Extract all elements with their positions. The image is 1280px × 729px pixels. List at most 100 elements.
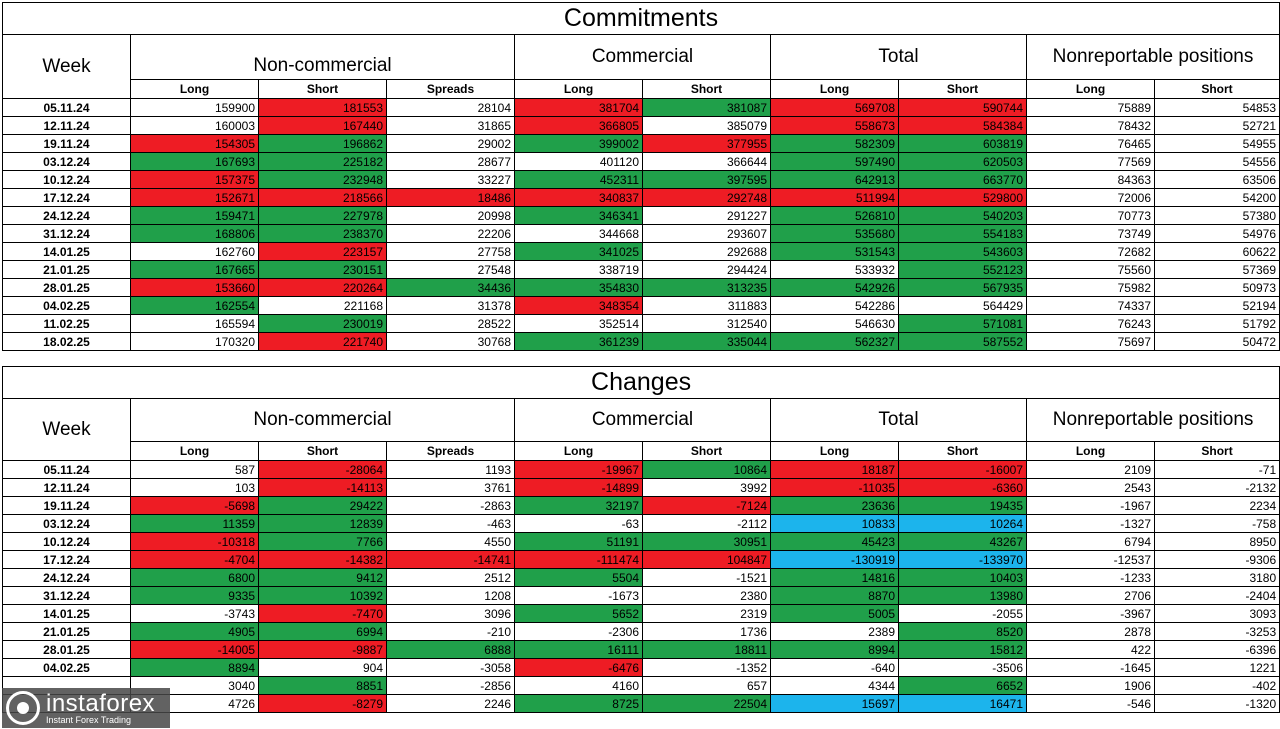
value-cell: 157375 (130, 170, 259, 189)
value-cell: 5652 (514, 604, 643, 623)
value-cell: 6652 (898, 676, 1027, 695)
value-cell: 1736 (642, 622, 771, 641)
value-cell: 291227 (642, 206, 771, 225)
value-cell: 54853 (1153, 98, 1280, 117)
watermark-tagline: Instant Forex Trading (46, 714, 132, 725)
value-cell: -1352 (642, 658, 771, 677)
value-cell: 2389 (770, 622, 899, 641)
value-cell: 8870 (770, 586, 899, 605)
value-cell: 50973 (1153, 278, 1280, 297)
value-cell: 223157 (258, 242, 387, 261)
value-cell: 45423 (770, 532, 899, 551)
value-cell: -402 (1153, 676, 1280, 695)
value-cell: 1208 (386, 586, 515, 605)
week-cell: 05.11.24 (2, 460, 131, 479)
value-cell: 571081 (898, 314, 1027, 333)
table-row: 31.12.24 168806 238370 22206 344668 293607 535… (2, 224, 1280, 243)
value-cell: 28677 (386, 152, 515, 171)
table-row: 03.12.24 167693 225182 28677 401120 366644 597… (2, 152, 1280, 171)
subheader-long: Long (1026, 79, 1155, 99)
table-row: 21.01.25 167665 230151 27548 338719 294424 533… (2, 260, 1280, 279)
value-cell: 51191 (514, 532, 643, 551)
value-cell: 348354 (514, 296, 643, 315)
value-cell: 167665 (130, 260, 259, 279)
value-cell: 19435 (898, 496, 1027, 515)
value-cell: -2306 (514, 622, 643, 641)
value-cell: 72682 (1026, 242, 1155, 261)
value-cell: 20998 (386, 206, 515, 225)
noncommercial-header: Non-commercial (130, 34, 515, 80)
value-cell: 196862 (258, 134, 387, 153)
value-cell: 225182 (258, 152, 387, 171)
table-row: 14.01.25 -3743 -7470 3096 5652 2319 5005 -2055-… (2, 604, 1280, 623)
value-cell: 230019 (258, 314, 387, 333)
value-cell: 533932 (770, 260, 899, 279)
value-cell: 77569 (1026, 152, 1155, 171)
value-cell: 587552 (898, 332, 1027, 351)
value-cell: 587 (130, 460, 259, 479)
week-cell: 24.12.24 (2, 206, 131, 225)
week-cell: 05.11.24 (2, 98, 131, 117)
value-cell: 57380 (1153, 206, 1280, 225)
value-cell: 27548 (386, 260, 515, 279)
value-cell: 292748 (642, 188, 771, 207)
value-cell: 227978 (258, 206, 387, 225)
value-cell: 385079 (642, 116, 771, 135)
week-cell: 14.01.25 (2, 242, 131, 261)
value-cell: 76465 (1026, 134, 1155, 153)
value-cell: -14005 (130, 640, 259, 659)
value-cell: 52194 (1153, 296, 1280, 315)
value-cell: 29002 (386, 134, 515, 153)
value-cell: 526810 (770, 206, 899, 225)
value-cell: -2055 (898, 604, 1027, 623)
value-cell: 313235 (642, 278, 771, 297)
value-cell: 2543 (1026, 478, 1155, 497)
value-cell: 1193 (386, 460, 515, 479)
value-cell: 152671 (130, 188, 259, 207)
value-cell: -14741 (386, 550, 515, 569)
value-cell: 78432 (1026, 116, 1155, 135)
value-cell: 103 (130, 478, 259, 497)
value-cell: -12537 (1026, 550, 1155, 569)
value-cell: -9887 (258, 640, 387, 659)
value-cell: 22504 (642, 694, 771, 713)
table-row: 28.01.25 -14005 -9887 6888 16111 18811 8994 158… (2, 640, 1280, 659)
value-cell: 3096 (386, 604, 515, 623)
week-cell: 31.12.24 (2, 224, 131, 243)
value-cell: 75982 (1026, 278, 1155, 297)
value-cell: 2878 (1026, 622, 1155, 641)
value-cell: 6794 (1026, 532, 1155, 551)
value-cell: 75560 (1026, 260, 1155, 279)
value-cell: -19967 (514, 460, 643, 479)
changes-table: Changes Week Non-commercial Commercial Total… (1, 366, 1280, 713)
value-cell: 346341 (514, 206, 643, 225)
value-cell: 529800 (898, 188, 1027, 207)
value-cell: 366644 (642, 152, 771, 171)
value-cell: 165594 (130, 314, 259, 333)
value-cell: -3967 (1026, 604, 1155, 623)
subheader-short: Short (1153, 79, 1280, 99)
week-cell: 14.01.25 (2, 604, 131, 623)
value-cell: 7766 (258, 532, 387, 551)
table-title: Commitments (1, 2, 1280, 35)
value-cell: 30951 (642, 532, 771, 551)
value-cell: -1967 (1026, 496, 1155, 515)
value-cell: 542926 (770, 278, 899, 297)
value-cell: 14816 (770, 568, 899, 587)
value-cell: -1521 (642, 568, 771, 587)
value-cell: 8520 (898, 622, 1027, 641)
value-cell: 1221 (1153, 658, 1280, 677)
value-cell: 54556 (1153, 152, 1280, 171)
subheader-short: Short (898, 79, 1027, 99)
value-cell: 8725 (514, 694, 643, 713)
value-cell: 9335 (130, 586, 259, 605)
week-cell: 03.12.24 (2, 152, 131, 171)
value-cell: -14899 (514, 478, 643, 497)
value-cell: 10392 (258, 586, 387, 605)
table-row: 4726 -8279 2246 8725 22504 15697 16471 -546 -132… (2, 694, 1280, 713)
value-cell: 54976 (1153, 224, 1280, 243)
value-cell: 2234 (1153, 496, 1280, 515)
table-row: 12.11.24 160003 167440 31865 366805 385079 558… (2, 116, 1280, 135)
value-cell: 657 (642, 676, 771, 695)
value-cell: 23636 (770, 496, 899, 515)
